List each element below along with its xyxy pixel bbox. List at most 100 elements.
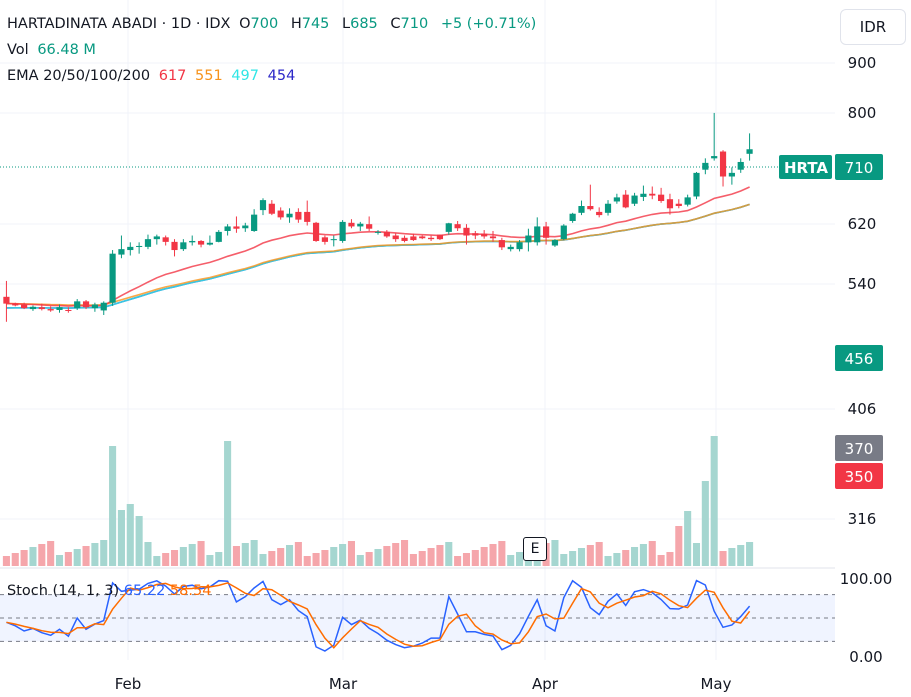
candle-body bbox=[410, 236, 417, 241]
candle-body bbox=[640, 193, 647, 197]
volume-bar bbox=[330, 547, 338, 566]
candle-body bbox=[728, 172, 735, 177]
price-label-bg bbox=[835, 435, 883, 461]
candle-body bbox=[560, 225, 567, 240]
volume-bar bbox=[153, 556, 161, 566]
volume-bar bbox=[560, 554, 568, 566]
ema20-value: 617 bbox=[158, 68, 187, 84]
candle-body bbox=[711, 156, 718, 159]
candle-body bbox=[719, 151, 727, 177]
candle-body bbox=[312, 222, 320, 241]
stoch-k-line bbox=[6, 579, 751, 652]
candle-body bbox=[100, 302, 107, 311]
volume-bar bbox=[347, 541, 355, 566]
volume-bar bbox=[38, 544, 46, 566]
ema-lines bbox=[6, 186, 750, 309]
volume-bar bbox=[117, 510, 125, 566]
high-label: H bbox=[290, 16, 302, 32]
volume-bar bbox=[462, 553, 471, 566]
volume-bar bbox=[312, 553, 320, 566]
candle-body bbox=[339, 221, 346, 241]
volume-bar bbox=[701, 481, 709, 566]
candle-body bbox=[542, 226, 550, 238]
candle-body bbox=[666, 199, 674, 209]
volume-bar bbox=[224, 441, 232, 566]
volume-bar bbox=[445, 542, 453, 566]
earnings-event-marker[interactable]: E bbox=[523, 537, 547, 561]
candle-body bbox=[419, 236, 426, 239]
candle-body bbox=[295, 211, 302, 220]
close-label: C bbox=[390, 16, 401, 32]
candle-body bbox=[206, 242, 214, 245]
volume-bar bbox=[365, 552, 373, 566]
high-value: 745 bbox=[301, 16, 330, 32]
candle-body bbox=[427, 237, 435, 240]
stoch-d-value: 58.54 bbox=[169, 583, 212, 599]
price-label: 350 bbox=[845, 468, 874, 486]
volume-bar bbox=[277, 548, 285, 566]
volume-bar bbox=[516, 552, 524, 566]
volume-bar bbox=[82, 546, 90, 566]
candles bbox=[3, 112, 753, 322]
candle-body bbox=[109, 253, 116, 303]
candle-body bbox=[224, 226, 231, 231]
volume-bar bbox=[232, 546, 240, 566]
time-tick-label: Feb bbox=[115, 675, 142, 693]
candle-body bbox=[693, 172, 700, 197]
stoch-tick-label: 100.00 bbox=[840, 570, 893, 588]
time-axis[interactable]: Feb Mar Apr May bbox=[115, 675, 732, 693]
low-value: 685 bbox=[350, 16, 378, 32]
ema-legend: EMA 20/50/100/200 617 551 497 454 bbox=[7, 66, 299, 86]
candle-body bbox=[127, 246, 134, 251]
volume-bar bbox=[135, 516, 143, 566]
candle-body bbox=[3, 296, 10, 304]
volume-bar bbox=[29, 547, 37, 566]
volume-bar bbox=[392, 543, 400, 566]
volume-bar bbox=[294, 542, 302, 566]
price-label: 370 bbox=[845, 440, 874, 458]
ema-label: EMA 20/50/100/200 bbox=[7, 68, 151, 84]
volume-bar bbox=[126, 504, 134, 566]
volume-bar bbox=[471, 550, 479, 566]
candle-body bbox=[348, 222, 355, 227]
candle-body bbox=[649, 193, 656, 196]
volume-bar bbox=[170, 550, 179, 566]
candle-body bbox=[242, 225, 249, 229]
volume-bar bbox=[20, 550, 28, 566]
symbol-tag: HRTA bbox=[784, 159, 828, 177]
volume-bar bbox=[657, 555, 665, 566]
volume-bar bbox=[285, 545, 294, 566]
ema200-line bbox=[6, 203, 750, 309]
currency-button[interactable]: IDR bbox=[840, 9, 906, 45]
price-axis[interactable]: 900 800 620 540 406 316 HRTA 710 456 370 350 100.00… bbox=[779, 54, 892, 666]
time-tick-label: Apr bbox=[532, 675, 559, 693]
candle-body bbox=[534, 226, 541, 243]
vol-label: Vol bbox=[7, 42, 29, 58]
candle-body bbox=[675, 203, 682, 207]
volume-bar bbox=[188, 544, 196, 566]
stoch-d-line bbox=[6, 582, 751, 649]
volume-bar bbox=[418, 551, 426, 566]
stoch-label: Stoch (14, 1, 3) bbox=[7, 583, 120, 599]
candle-body bbox=[12, 303, 19, 306]
volume-bar bbox=[11, 553, 19, 566]
volume-bar bbox=[489, 544, 497, 566]
candle-body bbox=[596, 211, 603, 216]
price-tick-label: 800 bbox=[848, 104, 877, 122]
price-label-bg bbox=[835, 154, 883, 180]
vol-value: 66.48 M bbox=[37, 42, 96, 58]
price-label-bg bbox=[835, 345, 883, 371]
symbol-tag-bg bbox=[779, 155, 832, 179]
open-value: 700 bbox=[250, 16, 279, 32]
candle-body bbox=[604, 203, 612, 213]
candle-body bbox=[498, 240, 505, 248]
volume-bar bbox=[692, 543, 701, 566]
symbol-name: HARTADINATA ABADI · 1D · IDX bbox=[7, 16, 231, 32]
candle-body bbox=[357, 223, 364, 227]
candle-body bbox=[737, 161, 744, 170]
candle-body bbox=[622, 194, 629, 208]
candle-body bbox=[251, 214, 258, 231]
candle-body bbox=[82, 301, 90, 308]
candle-body bbox=[144, 239, 152, 247]
